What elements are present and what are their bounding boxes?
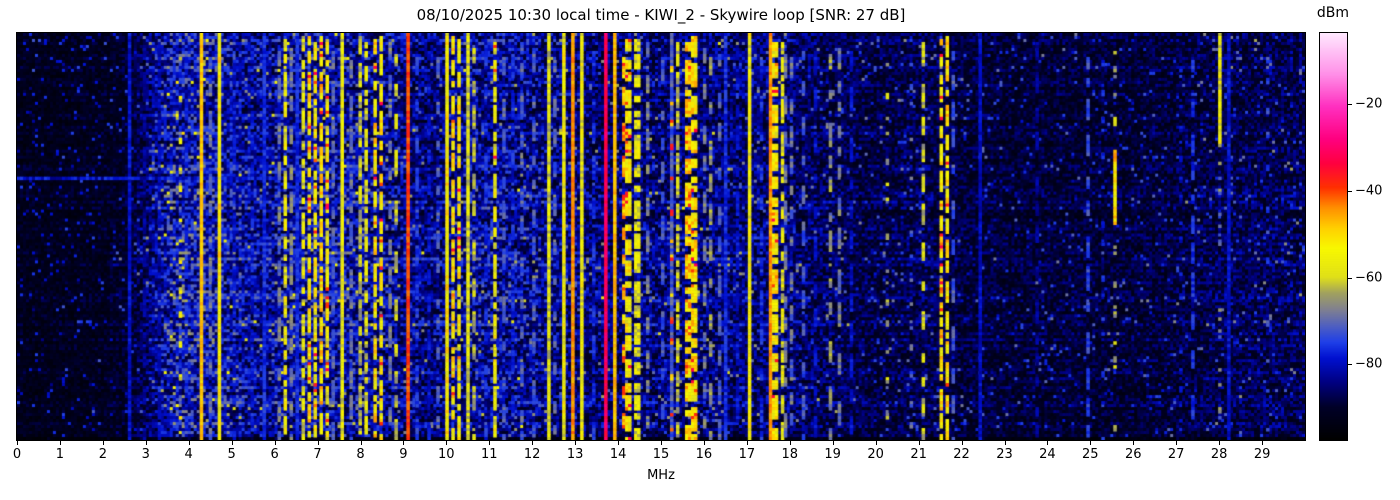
x-tick xyxy=(703,441,705,445)
x-tick-label: 19 xyxy=(824,447,841,462)
x-tick xyxy=(403,441,405,445)
x-tick xyxy=(1219,441,1221,445)
x-tick xyxy=(746,441,748,445)
x-tick-label: 11 xyxy=(481,447,498,462)
x-tick xyxy=(532,441,534,445)
x-tick-label: 28 xyxy=(1210,447,1228,462)
x-tick xyxy=(1090,441,1092,445)
x-tick xyxy=(145,441,147,445)
colorbar-tick xyxy=(1348,104,1352,106)
x-tick-label: 23 xyxy=(996,447,1013,462)
x-tick xyxy=(102,441,104,445)
x-tick-label: 21 xyxy=(910,447,927,462)
x-tick xyxy=(661,441,662,445)
x-tick xyxy=(17,441,18,445)
x-tick xyxy=(446,441,448,445)
x-tick xyxy=(618,441,620,445)
colorbar xyxy=(1319,32,1348,441)
x-tick-label: 24 xyxy=(1039,447,1056,462)
x-tick-label: 14 xyxy=(609,447,627,462)
colorbar-tick-label: −60 xyxy=(1355,270,1383,286)
x-tick-label: 17 xyxy=(738,447,756,462)
x-tick xyxy=(875,441,877,445)
x-tick-label: 9 xyxy=(399,447,408,462)
x-tick-label: 1 xyxy=(55,447,65,462)
chart-title: 08/10/2025 10:30 local time - KIWI_2 - S… xyxy=(416,6,906,24)
x-tick-label: 8 xyxy=(356,447,365,462)
x-tick-label: 15 xyxy=(652,447,670,462)
x-axis-label: MHz xyxy=(647,468,675,483)
plot-area xyxy=(16,32,1306,441)
x-tick-label: 26 xyxy=(1125,447,1142,462)
x-tick xyxy=(1133,441,1135,445)
colorbar-tick-label: −40 xyxy=(1355,183,1383,199)
x-tick xyxy=(360,441,362,445)
colorbar-tick xyxy=(1348,277,1352,279)
x-tick-label: 3 xyxy=(141,447,150,462)
x-tick xyxy=(832,441,834,445)
x-tick-label: 29 xyxy=(1253,447,1271,462)
x-tick-label: 12 xyxy=(523,447,541,462)
x-tick-label: 2 xyxy=(98,447,108,462)
colorbar-tick xyxy=(1348,364,1352,366)
x-tick xyxy=(231,441,233,445)
x-tick xyxy=(317,441,319,445)
x-tick-label: 22 xyxy=(953,447,970,462)
x-tick xyxy=(59,441,61,445)
colorbar-tick-label: −80 xyxy=(1355,356,1383,372)
spectrogram-canvas xyxy=(17,33,1305,440)
x-tick xyxy=(1176,441,1178,445)
colorbar-tick-label: −20 xyxy=(1355,96,1383,112)
x-tick xyxy=(274,441,276,445)
x-tick-label: 4 xyxy=(184,447,193,462)
colorbar-label: dBm xyxy=(1316,5,1350,21)
x-tick xyxy=(789,441,791,445)
colorbar-tick xyxy=(1348,191,1352,192)
x-tick-label: 5 xyxy=(227,447,236,462)
x-tick-label: 27 xyxy=(1167,447,1185,462)
x-tick-label: 20 xyxy=(867,447,884,462)
x-tick xyxy=(188,441,190,445)
x-tick-label: 13 xyxy=(566,447,584,462)
x-tick-label: 0 xyxy=(12,447,22,462)
x-tick xyxy=(918,441,920,445)
x-tick xyxy=(489,441,491,445)
x-tick-label: 10 xyxy=(438,447,455,462)
x-tick-label: 18 xyxy=(781,447,799,462)
x-tick xyxy=(961,441,963,445)
x-tick xyxy=(1047,441,1049,445)
x-tick xyxy=(1262,441,1264,445)
colorbar-canvas xyxy=(1320,33,1347,440)
x-tick-label: 16 xyxy=(695,447,713,462)
x-tick-label: 6 xyxy=(270,447,279,462)
x-tick xyxy=(575,441,577,445)
x-tick-label: 25 xyxy=(1082,447,1099,462)
x-tick-label: 7 xyxy=(313,447,322,462)
x-tick xyxy=(1004,441,1006,445)
